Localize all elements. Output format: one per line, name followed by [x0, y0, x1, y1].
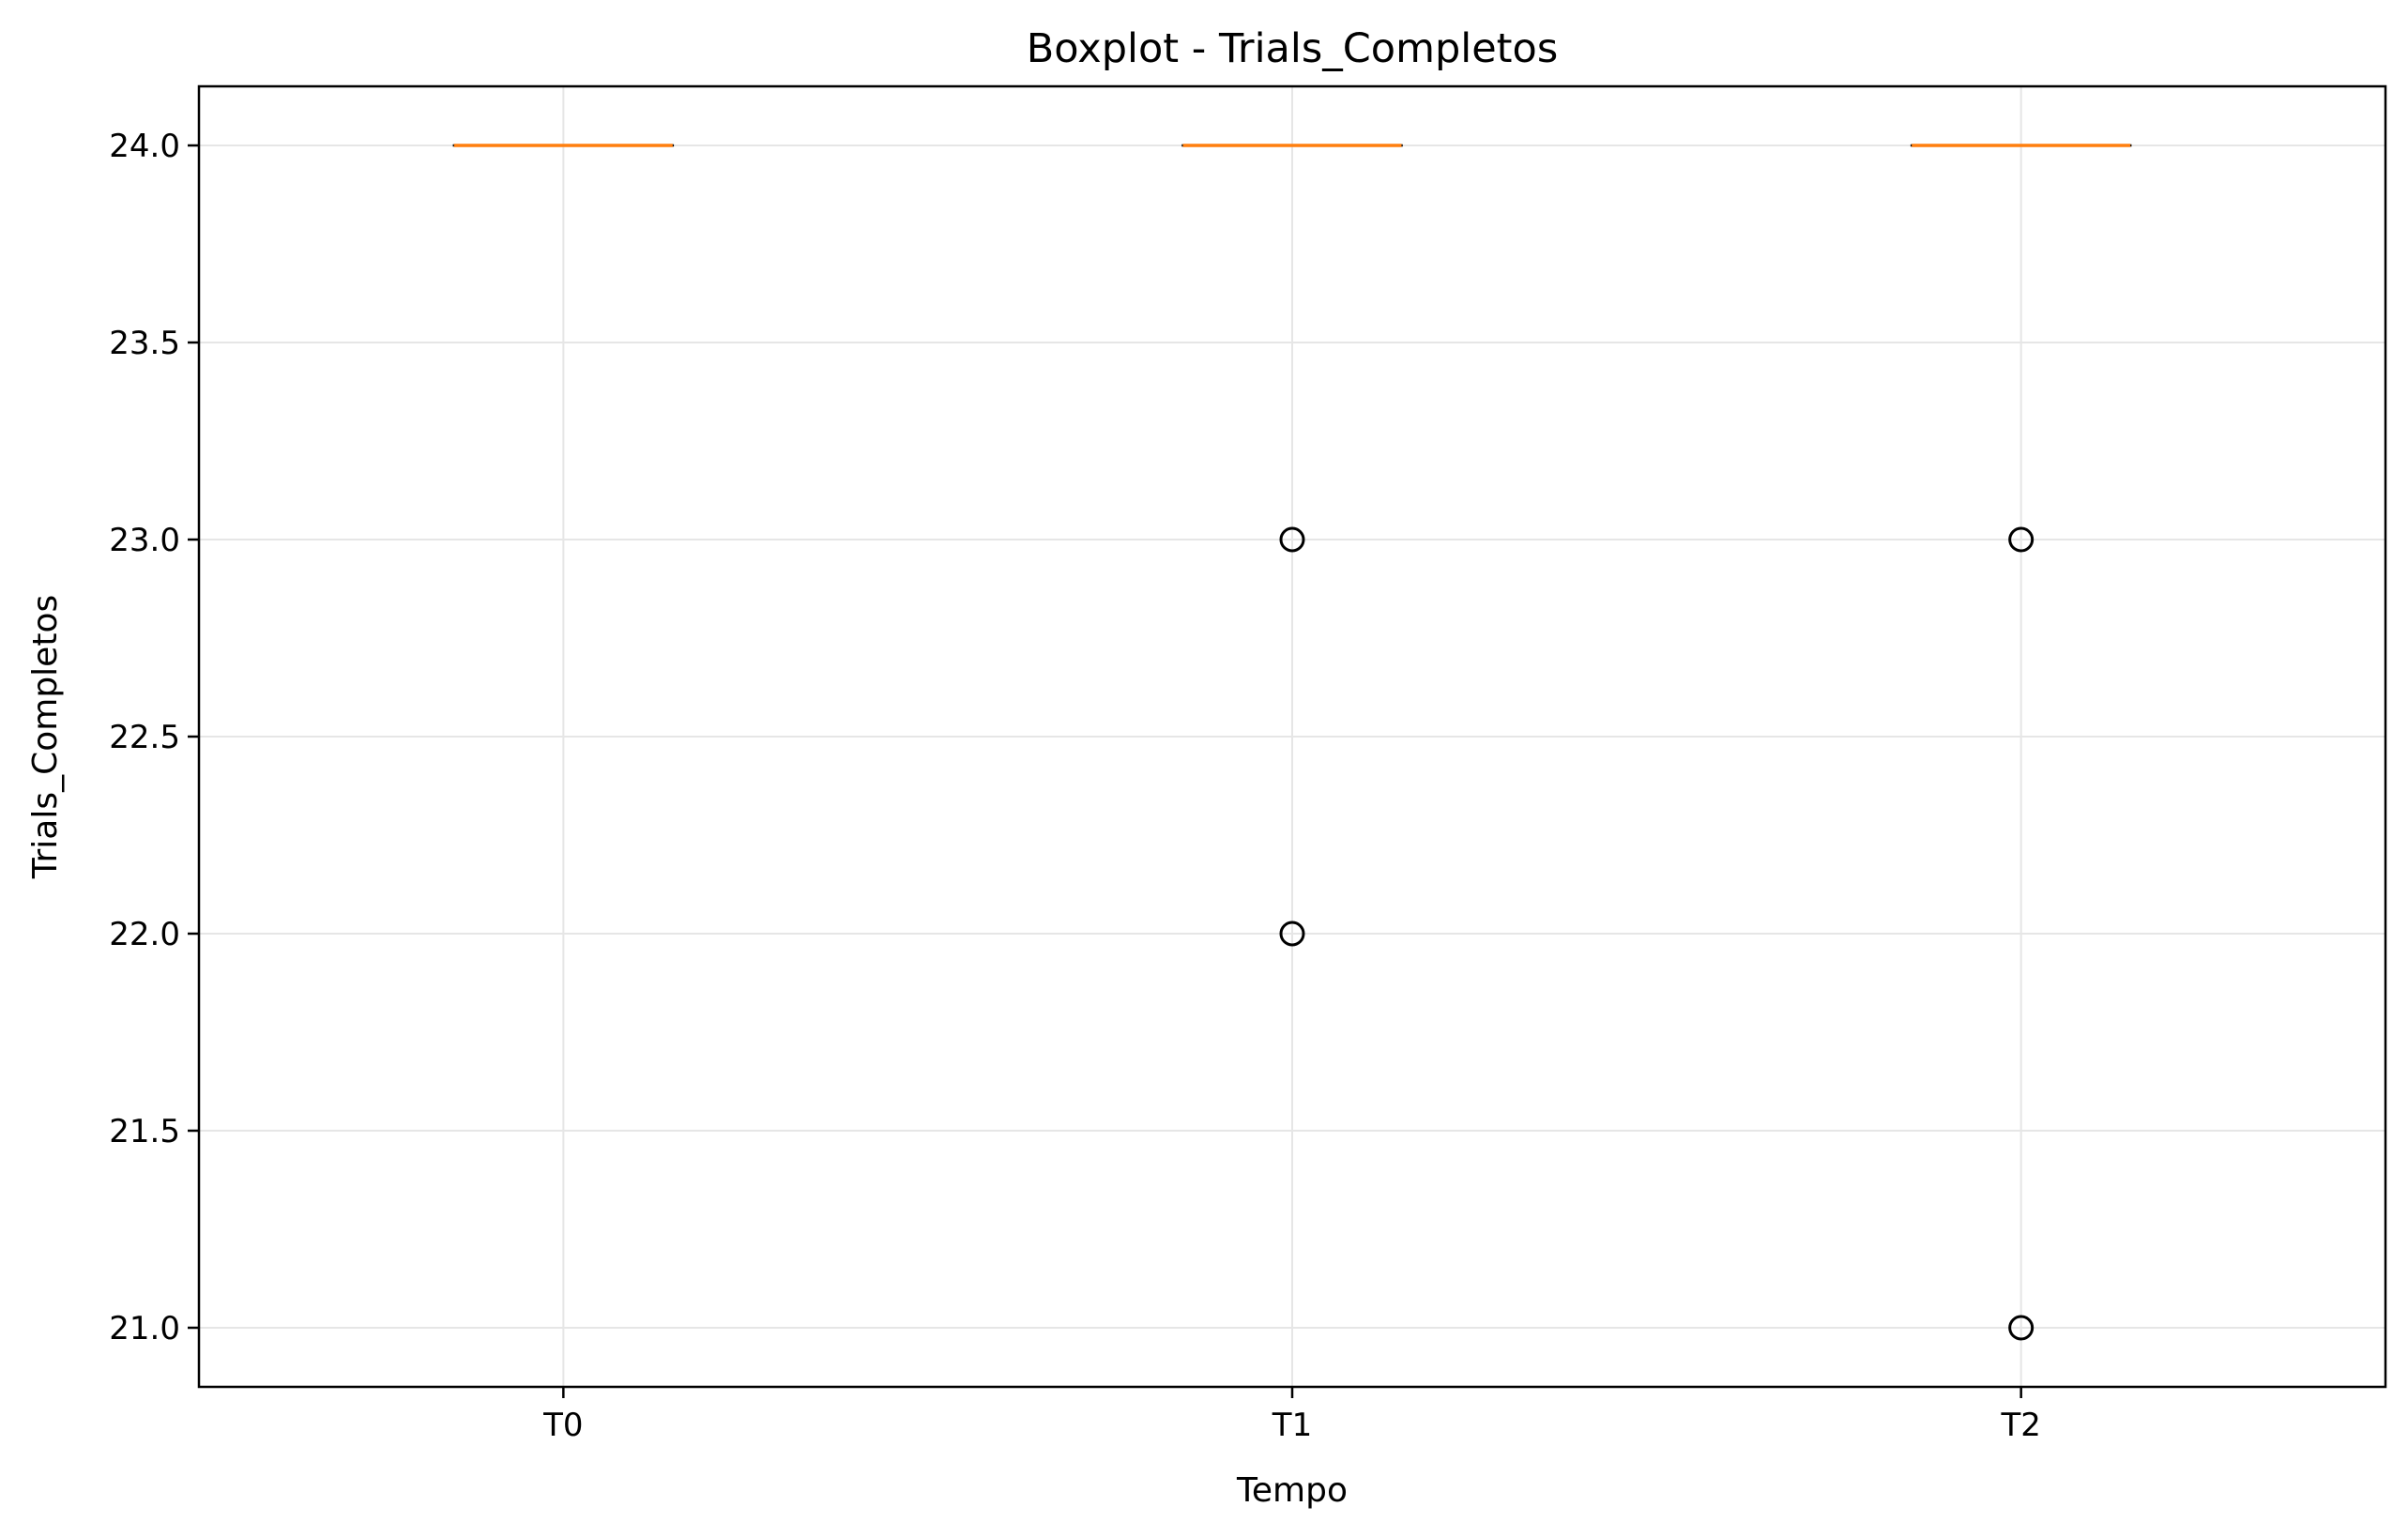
x-tick-label: T1	[1272, 1407, 1312, 1444]
chart-title: Boxplot - Trials_Completos	[1027, 25, 1558, 72]
outlier-point	[1279, 526, 1305, 553]
y-axis-label: Trials_Completos	[26, 595, 65, 879]
outlier-point	[1279, 921, 1305, 947]
x-tick-label: T2	[2000, 1407, 2040, 1444]
x-axis-label: Tempo	[1236, 1471, 1348, 1510]
outlier-point	[2008, 526, 2035, 553]
y-tick-label: 22.5	[109, 719, 180, 756]
axis-ticks: 21.0 21.5 22.0 22.5 23.0 23.5 24.0 T0 T1 T2	[109, 128, 2041, 1444]
box-T2	[1910, 144, 2132, 1341]
y-tick-label: 23.5	[109, 325, 180, 362]
y-tick-label: 21.5	[109, 1113, 180, 1150]
outlier-point	[2008, 1315, 2035, 1341]
y-tick-label: 21.0	[109, 1310, 180, 1347]
y-tick-label: 24.0	[109, 128, 180, 165]
y-tick-label: 22.0	[109, 916, 180, 953]
y-tick-label: 23.0	[109, 522, 180, 559]
x-tick-label: T0	[542, 1407, 583, 1444]
box-marks	[452, 144, 2132, 1341]
box-T1	[1181, 144, 1403, 947]
